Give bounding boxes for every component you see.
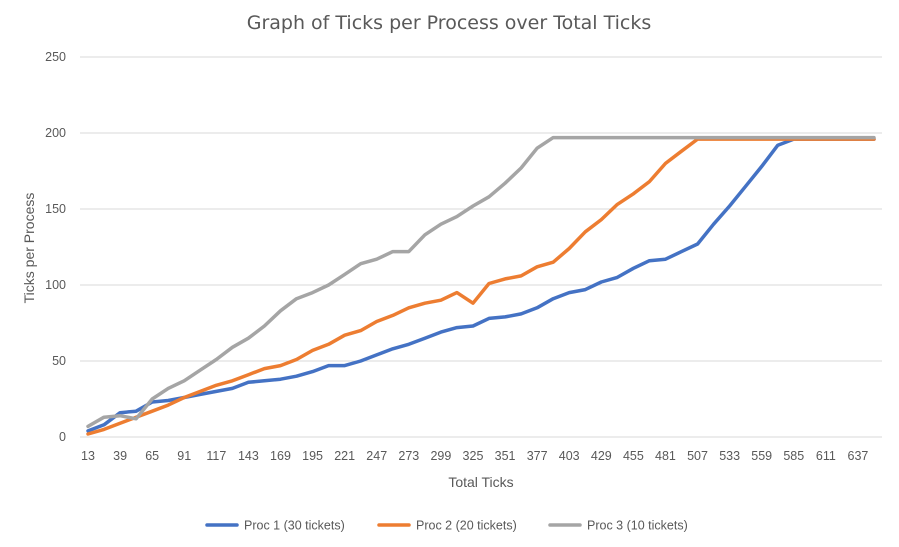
x-tick-label: 325 xyxy=(463,449,484,463)
x-tick-label: 585 xyxy=(783,449,804,463)
x-tick-label: 299 xyxy=(430,449,451,463)
series-lines xyxy=(86,135,876,436)
legend-label: Proc 3 (10 tickets) xyxy=(587,519,688,533)
x-tick-label: 637 xyxy=(848,449,869,463)
x-tick-label: 169 xyxy=(270,449,291,463)
x-tick-label: 507 xyxy=(687,449,708,463)
y-tick-label: 150 xyxy=(45,202,66,216)
x-tick-label: 403 xyxy=(559,449,580,463)
y-axis-ticks: 0 50 100 150 200 250 xyxy=(45,50,66,444)
x-tick-label: 377 xyxy=(527,449,548,463)
legend: Proc 1 (30 tickets) Proc 2 (20 tickets) Pr… xyxy=(205,519,688,533)
x-tick-label: 195 xyxy=(302,449,323,463)
x-tick-label: 143 xyxy=(238,449,259,463)
gridlines xyxy=(80,56,882,438)
y-tick-label: 250 xyxy=(45,50,66,64)
x-tick-label: 13 xyxy=(81,449,95,463)
series-line-1 xyxy=(86,137,876,433)
x-tick-label: 117 xyxy=(206,449,226,463)
chart-title: Graph of Ticks per Process over Total Ti… xyxy=(247,12,652,34)
x-tick-label: 221 xyxy=(334,449,355,463)
y-axis-title: Ticks per Process xyxy=(21,193,37,304)
x-tick-label: 247 xyxy=(366,449,387,463)
x-tick-label: 351 xyxy=(495,449,516,463)
x-tick-label: 429 xyxy=(591,449,612,463)
y-tick-label: 0 xyxy=(59,430,66,444)
x-tick-label: 91 xyxy=(177,449,191,463)
y-tick-label: 200 xyxy=(45,126,66,140)
series-line-3 xyxy=(86,135,876,429)
x-axis-title: Total Ticks xyxy=(448,474,513,490)
legend-label: Proc 1 (30 tickets) xyxy=(244,519,345,533)
x-tick-label: 455 xyxy=(623,449,644,463)
x-tick-label: 559 xyxy=(751,449,772,463)
x-tick-label: 39 xyxy=(113,449,127,463)
x-tick-label: 273 xyxy=(398,449,419,463)
x-tick-label: 533 xyxy=(719,449,740,463)
x-tick-label: 65 xyxy=(145,449,159,463)
legend-label: Proc 2 (20 tickets) xyxy=(416,519,517,533)
x-axis-ticks: 13 39 65 91 117 143 169 195 221 247 273 299 325 351 37… xyxy=(81,449,868,463)
y-tick-label: 50 xyxy=(52,354,66,368)
x-tick-label: 481 xyxy=(655,449,676,463)
x-tick-label: 611 xyxy=(816,449,836,463)
series-line-2 xyxy=(86,137,876,436)
y-tick-label: 100 xyxy=(45,278,66,292)
